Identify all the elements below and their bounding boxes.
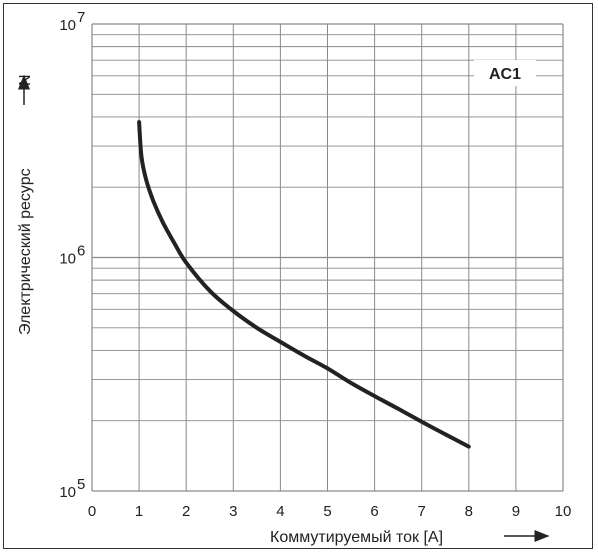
y-tick-exponent: 5 (77, 476, 85, 493)
x-tick-label: 8 (465, 503, 473, 520)
x-tick-label: 2 (182, 503, 190, 520)
y-tick-label: 10 (59, 17, 76, 34)
x-axis-label: Коммутируемый ток [A] (270, 529, 443, 546)
x-tick-label: 0 (88, 503, 96, 520)
series-line (137, 120, 471, 449)
series-layer (137, 120, 471, 449)
y-tick-exponent: 7 (77, 9, 85, 26)
x-tick-label: 6 (370, 503, 378, 520)
chart-frame: 0 1 2 3 4 5 6 7 8 9 10 10 5 10 6 10 7 AC1 Электрический… (3, 3, 593, 549)
y-tick-label: 10 (59, 484, 76, 501)
x-tick-label: 10 (555, 503, 572, 520)
tag-label: AC1 (489, 66, 521, 83)
x-tick-label: 9 (512, 503, 520, 520)
x-tick-label: 4 (276, 503, 284, 520)
grid (91, 23, 564, 492)
tag-background (474, 60, 536, 86)
y-tick-label: 10 (59, 251, 76, 268)
x-tick-labels: 0 1 2 3 4 5 6 7 8 9 10 (88, 503, 572, 520)
x-tick-label: 1 (135, 503, 143, 520)
y-axis-label: Электрический ресурс (17, 168, 34, 335)
y-axis-symbol: N (17, 74, 34, 86)
x-tick-label: 3 (229, 503, 237, 520)
y-tick-exponent: 6 (77, 243, 85, 260)
x-tick-label: 5 (323, 503, 331, 520)
x-tick-label: 7 (418, 503, 426, 520)
